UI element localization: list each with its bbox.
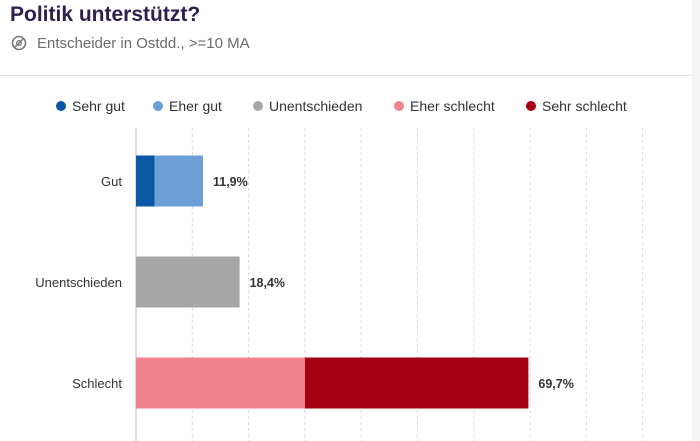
legend-item-eher-gut[interactable]: Eher gut xyxy=(153,96,222,116)
chart-header: Politik unterstützt? Entscheider in Ostd… xyxy=(0,0,700,76)
legend-dot xyxy=(526,101,536,111)
legend-item-sehr-schlecht[interactable]: Sehr schlecht xyxy=(526,96,627,116)
subtitle-row: Entscheider in Ostdd., >=10 MA xyxy=(11,33,250,53)
legend-label: Eher schlecht xyxy=(410,98,495,114)
total-data-label: 18,4% xyxy=(250,276,285,290)
category-label: Gut xyxy=(101,174,122,189)
scroll-edge xyxy=(692,0,700,441)
legend-item-unentschieden[interactable]: Unentschieden xyxy=(253,96,362,116)
bar-segment xyxy=(136,256,240,308)
bar-segment xyxy=(154,155,203,207)
legend-label: Sehr gut xyxy=(72,98,125,114)
category-label: Unentschieden xyxy=(35,275,122,290)
bar-segment xyxy=(304,357,529,409)
total-data-label: 69,7% xyxy=(538,377,573,391)
chart-subtitle: Entscheider in Ostdd., >=10 MA xyxy=(37,34,250,52)
chart-legend: Sehr gut Eher gut Unentschieden Eher sch… xyxy=(0,96,700,116)
bar-segment xyxy=(136,357,305,409)
legend-dot xyxy=(394,101,404,111)
legend-item-sehr-gut[interactable]: Sehr gut xyxy=(56,96,125,116)
chart-title: Politik unterstützt? xyxy=(10,3,201,26)
legend-item-eher-schlecht[interactable]: Eher schlecht xyxy=(394,96,495,116)
stacked-bar-chart: Gut 11,9% Unentschieden 18,4% Schlecht 69,7% xyxy=(35,128,644,441)
legend-dot xyxy=(253,101,263,111)
bar-segment xyxy=(136,155,155,207)
legend-dot xyxy=(56,101,66,111)
header-divider xyxy=(0,75,692,76)
legend-label: Sehr schlecht xyxy=(542,98,627,114)
total-data-label: 11,9% xyxy=(213,175,248,189)
blocked-icon xyxy=(11,35,27,51)
legend-label: Eher gut xyxy=(169,98,222,114)
category-label: Schlecht xyxy=(72,376,122,391)
legend-dot xyxy=(153,101,163,111)
legend-label: Unentschieden xyxy=(269,98,363,114)
